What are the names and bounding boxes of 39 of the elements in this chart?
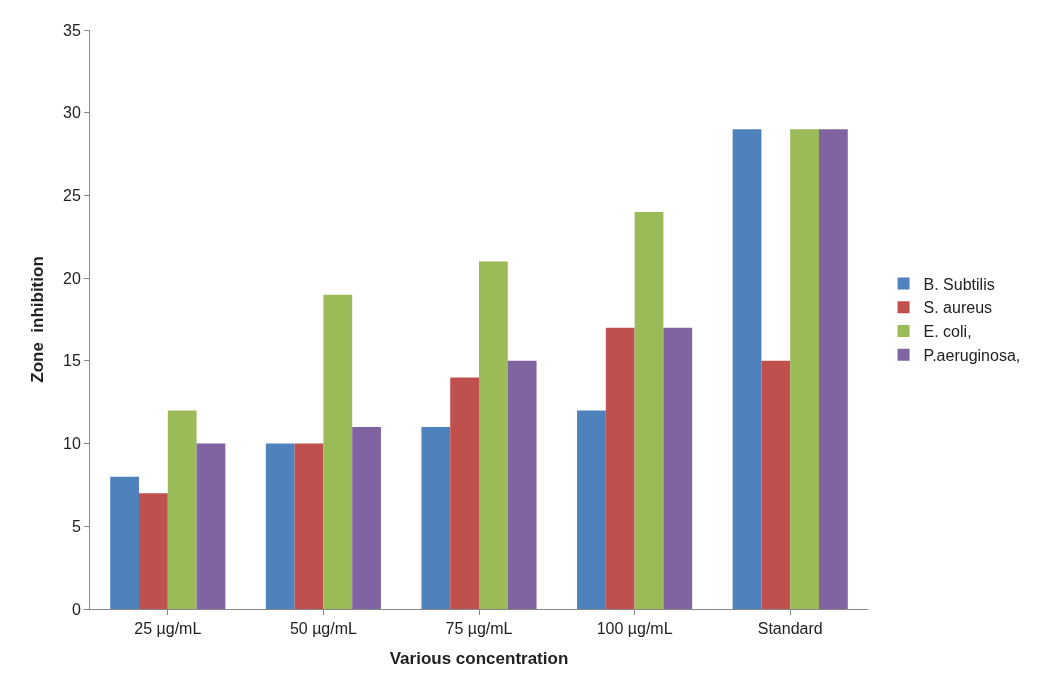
x-tick-label: 50 µg/mL [289, 620, 358, 638]
y-tick-label: 25 [63, 187, 81, 205]
x-tick-label: Standard [757, 620, 823, 638]
bar [139, 493, 168, 609]
bar [110, 476, 140, 609]
x-tick-label: 100 µg/mL [596, 620, 673, 638]
y-axis-title: Zone inhibition [27, 256, 47, 383]
bar [577, 410, 606, 609]
y-tick-label: 5 [71, 517, 81, 535]
y-tick-label: 20 [63, 269, 81, 287]
bar [265, 443, 295, 609]
y-tick-label: 30 [63, 104, 81, 122]
y-tick-label: 35 [63, 21, 81, 39]
bar [352, 427, 381, 609]
bar [818, 129, 848, 609]
bar [167, 410, 197, 609]
legend-label: E. coli, [923, 323, 972, 341]
y-tick-label: 10 [63, 435, 81, 453]
bar [323, 294, 353, 609]
bar [294, 443, 324, 609]
x-tick-label: 25 µg/mL [134, 620, 202, 638]
y-tick-label: 0 [71, 600, 81, 618]
bar [790, 129, 819, 609]
x-tick-label: 75 µg/mL [445, 620, 513, 638]
bar [421, 427, 451, 609]
legend-label: P.aeruginosa, [923, 347, 1021, 365]
y-tick-label: 15 [63, 352, 81, 370]
bar [634, 211, 664, 609]
bar [450, 377, 479, 609]
legend-label: B. Subtilis [923, 275, 995, 293]
bar [663, 327, 693, 609]
x-axis-title: Various concentration [389, 648, 569, 668]
bar [196, 443, 226, 609]
bar [732, 129, 762, 609]
bar [605, 327, 635, 609]
bar [479, 261, 508, 609]
bar [761, 360, 791, 609]
legend-label: S. aureus [923, 299, 993, 317]
bar [507, 360, 537, 609]
